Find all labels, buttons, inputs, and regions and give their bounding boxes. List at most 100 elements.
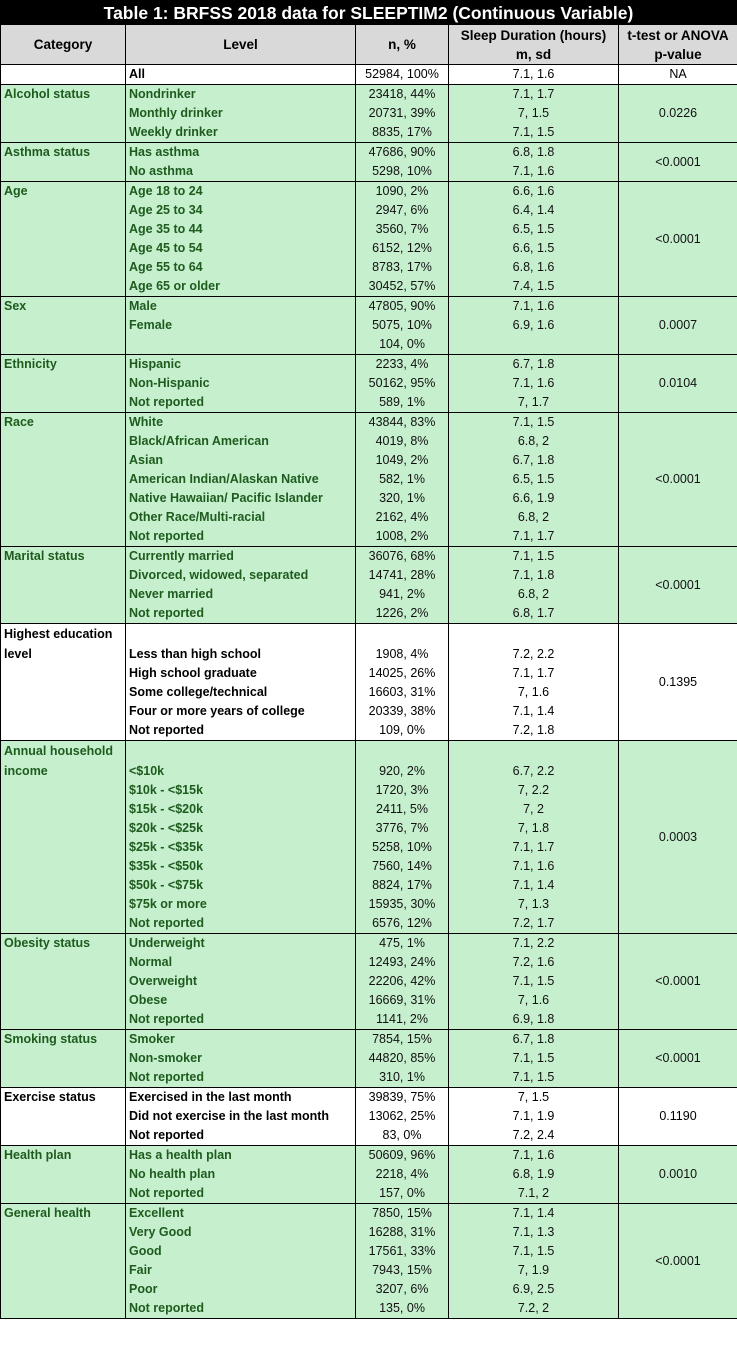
cell-sleep: 7.1, 2.2 [448,933,619,953]
cell-level: $15k - <$20k [125,800,356,819]
table-row: Alcohol status Nondrinker 23418, 44% 7.1, 1… [0,84,737,143]
cell-n: 20731, 39% [355,104,449,123]
cell-n: 1720, 3% [355,781,449,800]
cell-sleep: 7.1, 1.4 [448,702,619,721]
table-row: No health plan 2218, 4% 6.8, 1.9 [0,1165,737,1184]
cell-category [0,1010,126,1030]
table-row: Ethnicity Hispanic 2233, 4% 6.7, 1.8 0.0104 [0,354,737,413]
cell-sleep: 7.1, 1.6 [448,64,619,85]
cell-level: Age 55 to 64 [125,258,356,277]
cell-level: Has asthma [125,142,356,162]
cell-p-value: NA [618,64,737,85]
cell-sleep: 7, 1.5 [448,104,619,123]
cell-level: $10k - <$15k [125,781,356,800]
cell-sleep: 6.6, 1.5 [448,239,619,258]
cell-category [0,104,126,123]
table-row: Overweight 22206, 42% 7.1, 1.5 [0,972,737,991]
cell-sleep: 6.9, 2.5 [448,1280,619,1299]
cell-level: Not reported [125,604,356,624]
cell-p-value: <0.0001 [618,1029,737,1088]
table-row: No asthma 5298, 10% 7.1, 1.6 [0,162,737,182]
cell-sleep: 6.5, 1.5 [448,470,619,489]
cell-sleep: 7.2, 1.7 [448,914,619,934]
table-row: Age 35 to 44 3560, 7% 6.5, 1.5 [0,220,737,239]
cell-level: Black/African American [125,432,356,451]
cell-n: 582, 1% [355,470,449,489]
table-row: 104, 0% [0,335,737,355]
cell-n: 104, 0% [355,335,449,355]
table-row: Age 25 to 34 2947, 6% 6.4, 1.4 [0,201,737,220]
table-row: Not reported 1141, 2% 6.9, 1.8 [0,1010,737,1030]
cell-n: 320, 1% [355,489,449,508]
table-row: High school graduate 14025, 26% 7.1, 1.7 [0,664,737,683]
cell-n: 5075, 10% [355,316,449,335]
cell-p-value: <0.0001 [618,181,737,297]
table-row: Other Race/Multi-racial 2162, 4% 6.8, 2 [0,508,737,527]
cell-level: Female [125,316,356,335]
table-row: Never married 941, 2% 6.8, 2 [0,585,737,604]
cell-sleep: 7.1, 1.9 [448,1107,619,1126]
cell-n: 50609, 96% [355,1145,449,1165]
cell-sleep: 6.6, 1.6 [448,181,619,201]
cell-n: 15935, 30% [355,895,449,914]
cell-category: Annual household income [0,740,126,781]
cell-category: Marital status [0,546,126,566]
cell-n: 5298, 10% [355,162,449,182]
cell-level: Not reported [125,721,356,741]
cell-level: $20k - <$25k [125,819,356,838]
cell-sleep: 7.1, 1.6 [448,857,619,876]
table-row: Not reported 109, 0% 7.2, 1.8 [0,721,737,741]
cell-level: Age 25 to 34 [125,201,356,220]
table-row: Not reported 135, 0% 7.2, 2 [0,1299,737,1319]
cell-level: Not reported [125,1068,356,1088]
cell-category [0,1049,126,1068]
cell-level: Not reported [125,1299,356,1319]
cell-sleep: 7.2, 1.8 [448,721,619,741]
cell-level: $50k - <$75k [125,876,356,895]
cell-category [0,876,126,895]
cell-level: Male [125,296,356,316]
cell-n: 589, 1% [355,393,449,413]
cell-sleep: 7.1, 1.4 [448,1203,619,1223]
cell-category [0,991,126,1010]
cell-sleep: 7.1, 1.6 [448,162,619,182]
table-row: Good 17561, 33% 7.1, 1.5 [0,1242,737,1261]
cell-sleep: 6.8, 2 [448,432,619,451]
cell-level: Fair [125,1261,356,1280]
table-row: Native Hawaiian/ Pacific Islander 320, 1%… [0,489,737,508]
cell-sleep: 7.1, 1.7 [448,838,619,857]
cell-sleep: 7.2, 2.2 [448,623,619,664]
table-row: $75k or more 15935, 30% 7, 1.3 [0,895,737,914]
cell-n: 39839, 75% [355,1087,449,1107]
cell-category [0,1184,126,1204]
table-row: Age 65 or older 30452, 57% 7.4, 1.5 [0,277,737,297]
cell-category [0,604,126,624]
cell-n: 16669, 31% [355,991,449,1010]
cell-sleep: 6.6, 1.9 [448,489,619,508]
cell-level: High school graduate [125,664,356,683]
table-row: Exercise status Exercised in the last mon… [0,1087,737,1146]
cell-p-value: 0.1190 [618,1087,737,1146]
cell-level: Overweight [125,972,356,991]
cell-sleep: 7.1, 1.5 [448,1242,619,1261]
table-row: Marital status Currently married 36076, 68… [0,546,737,624]
cell-category [0,470,126,489]
cell-category [0,1242,126,1261]
cell-category [0,64,126,85]
cell-p-value: 0.1395 [618,623,737,741]
cell-sleep: 7.2, 1.6 [448,953,619,972]
cell-level: Excellent [125,1203,356,1223]
cell-category [0,721,126,741]
cell-sleep: 7.2, 2.4 [448,1126,619,1146]
cell-n: 36076, 68% [355,546,449,566]
cell-sleep: 6.7, 2.2 [448,740,619,781]
cell-category [0,800,126,819]
cell-level: Obese [125,991,356,1010]
cell-n: 8824, 17% [355,876,449,895]
table-row: General health Excellent 7850, 15% 7.1, 1.4… [0,1203,737,1319]
cell-category [0,857,126,876]
cell-n: 6576, 12% [355,914,449,934]
cell-sleep: 7.2, 2 [448,1299,619,1319]
cell-category: Age [0,181,126,201]
cell-level: Non-Hispanic [125,374,356,393]
